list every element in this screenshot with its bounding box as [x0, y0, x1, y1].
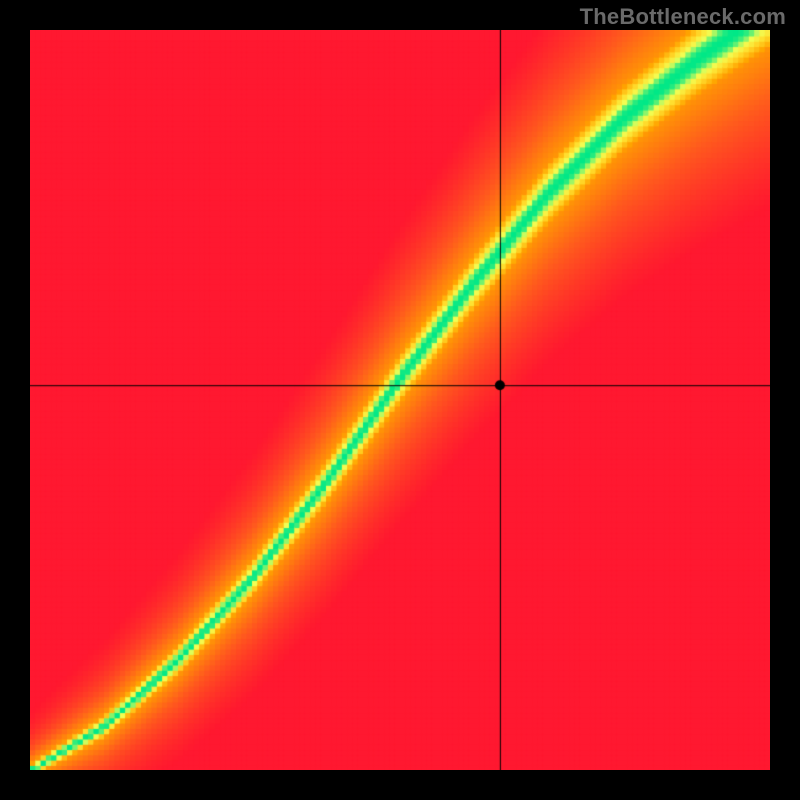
plot-area: [30, 30, 770, 770]
chart-frame: TheBottleneck.com: [0, 0, 800, 800]
watermark-text: TheBottleneck.com: [580, 4, 786, 30]
bottleneck-heatmap: [30, 30, 770, 770]
